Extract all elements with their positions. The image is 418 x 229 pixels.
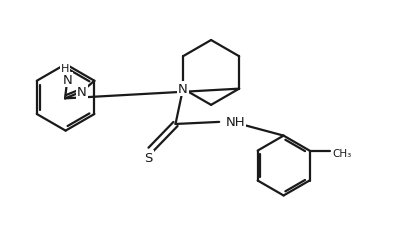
Text: N: N	[178, 83, 188, 96]
Text: CH₃: CH₃	[332, 148, 352, 158]
Text: N: N	[63, 73, 72, 86]
Text: N: N	[77, 86, 87, 99]
Text: NH: NH	[225, 116, 245, 129]
Text: H: H	[61, 63, 69, 73]
Text: S: S	[144, 151, 153, 164]
